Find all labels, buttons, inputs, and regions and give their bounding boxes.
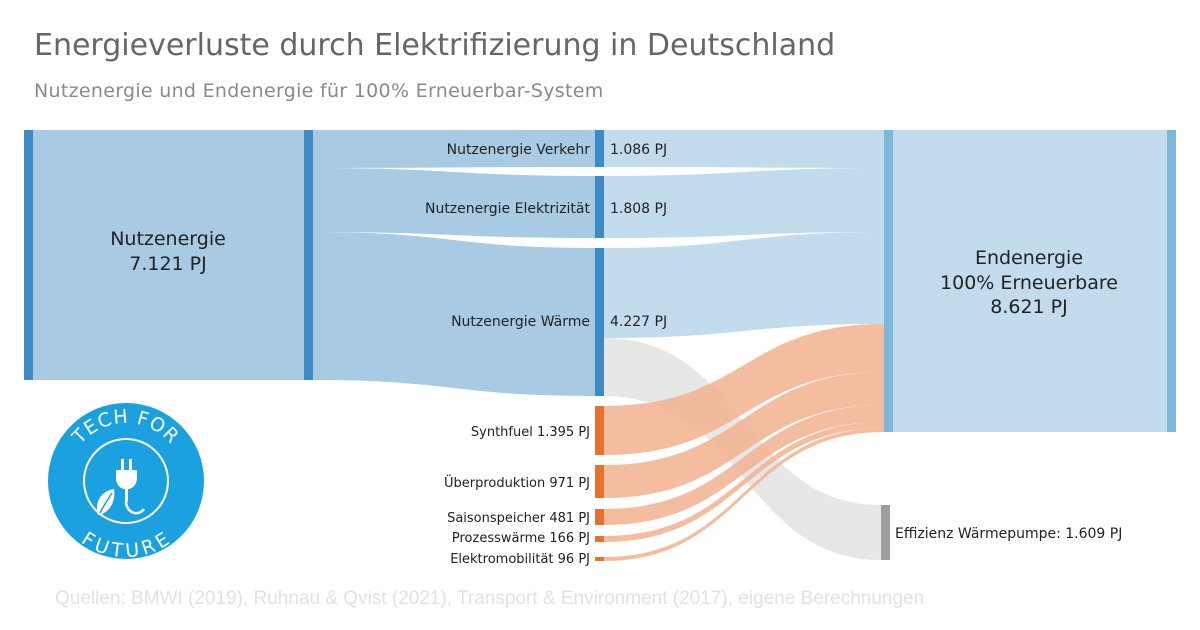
verkehr-label: Nutzenergie Verkehr (447, 142, 591, 158)
leaf-icon (96, 489, 115, 515)
verkehr-value: 1.086 PJ (610, 142, 667, 158)
chart-subtitle: Nutzenergie und Endenergie für 100% Erne… (34, 80, 604, 102)
nutzenergie-name: Nutzenergie (110, 228, 226, 250)
waerme-label: Nutzenergie Wärme (451, 314, 590, 330)
node-prozesswaerme-bar (595, 536, 604, 542)
node-nutzenergie-block (32, 130, 305, 380)
cable-icon (124, 500, 145, 515)
chart-title: Energieverluste durch Elektrifizierung i… (34, 28, 836, 63)
flow-nutzenergie-verkehr (313, 130, 595, 168)
node-elektrizitaet-bar (595, 176, 604, 238)
elektromobilitaet-label: Elektromobilität 96 PJ (450, 552, 590, 567)
synthfuel-label: Synthfuel 1.395 PJ (471, 425, 590, 440)
endenergie-line2: 100% Erneuerbare (940, 272, 1118, 294)
endenergie-value: 8.621 PJ (990, 296, 1068, 318)
node-waerme-bar (595, 248, 604, 396)
node-endenergie-bar-right (1167, 130, 1176, 432)
node-nutzenergie-bar-left (24, 130, 33, 380)
flow-synthfuel-endenergie (604, 324, 884, 455)
plug-icon (116, 459, 137, 501)
nutzenergie-value: 7.121 PJ (129, 253, 207, 275)
node-ueberproduktion-bar (595, 465, 604, 498)
flow-elektrizitaet-endenergie (604, 168, 884, 238)
saisonspeicher-label: Saisonspeicher 481 PJ (447, 511, 590, 526)
ueberproduktion-label: Überproduktion 971 PJ (444, 474, 590, 491)
flow-prozesswaerme-endenergie (604, 422, 884, 542)
flow-elektromobilitaet-endenergie (604, 428, 884, 561)
flow-nutzenergie-waerme (313, 232, 595, 396)
elektrizitaet-label: Nutzenergie Elektrizität (425, 201, 591, 217)
prozesswaerme-label: Prozesswärme 166 PJ (452, 531, 590, 546)
node-synthfuel-bar (595, 406, 604, 455)
flow-waerme-endenergie (604, 232, 884, 338)
node-waermepumpe-bar (881, 505, 890, 560)
node-elektromobilitaet-bar (595, 557, 604, 561)
node-endenergie-block (892, 130, 1168, 432)
node-saisonspeicher-bar (595, 509, 604, 525)
flow-verkehr-endenergie (604, 130, 884, 168)
node-nutzenergie-bar-right (304, 130, 313, 380)
endenergie-line1: Endenergie (975, 247, 1083, 269)
flow-ueberproduktion-endenergie (604, 372, 884, 498)
node-verkehr-bar (595, 130, 604, 167)
source-note: Quellen: BMWI (2019), Ruhnau & Qvist (20… (55, 588, 925, 609)
waermepumpe-label: Effizienz Wärmepumpe: 1.609 PJ (895, 526, 1122, 542)
elektrizitaet-value: 1.808 PJ (610, 201, 667, 217)
flow-nutzenergie-elektrizitaet (313, 168, 595, 238)
tech-for-future-logo: TECH FOR FUTURE (48, 403, 204, 559)
flow-saisonspeicher-endenergie (604, 405, 884, 525)
waerme-value: 4.227 PJ (610, 314, 667, 330)
node-endenergie-bar-left (884, 130, 893, 432)
